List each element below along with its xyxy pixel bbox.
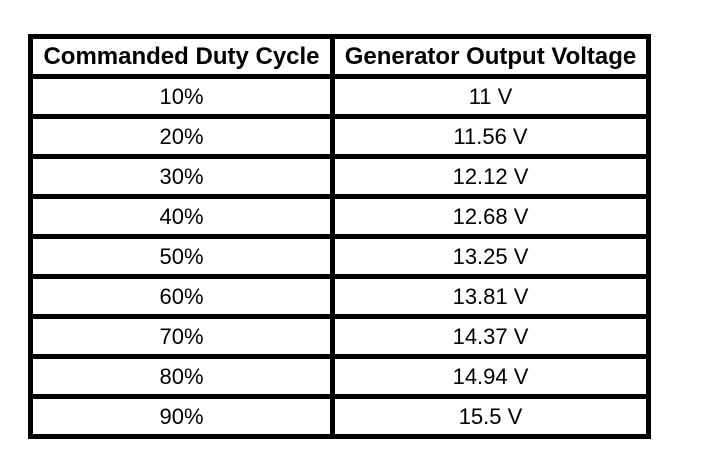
- table-row: 40% 12.68 V: [28, 194, 651, 239]
- voltage-cell: 13.81 V: [330, 274, 651, 319]
- header-voltage: Generator Output Voltage: [330, 34, 651, 79]
- table-body: 10% 11 V 20% 11.56 V 30% 12.12 V 40% 12.…: [28, 74, 651, 439]
- table-header: Commanded Duty Cycle Generator Output Vo…: [28, 34, 651, 79]
- duty-cycle-cell: 50%: [28, 234, 335, 279]
- voltage-cell: 11.56 V: [330, 114, 651, 159]
- voltage-cell: 14.94 V: [330, 354, 651, 399]
- header-row: Commanded Duty Cycle Generator Output Vo…: [28, 34, 651, 79]
- duty-cycle-cell: 80%: [28, 354, 335, 399]
- duty-cycle-cell: 30%: [28, 154, 335, 199]
- voltage-cell: 12.12 V: [330, 154, 651, 199]
- duty-cycle-cell: 60%: [28, 274, 335, 319]
- duty-cycle-cell: 10%: [28, 74, 335, 119]
- duty-cycle-cell: 70%: [28, 314, 335, 359]
- voltage-cell: 13.25 V: [330, 234, 651, 279]
- duty-cycle-voltage-table: Commanded Duty Cycle Generator Output Vo…: [28, 34, 651, 439]
- duty-cycle-cell: 20%: [28, 114, 335, 159]
- duty-cycle-cell: 90%: [28, 394, 335, 439]
- table-row: 60% 13.81 V: [28, 274, 651, 319]
- table-row: 30% 12.12 V: [28, 154, 651, 199]
- duty-cycle-cell: 40%: [28, 194, 335, 239]
- voltage-cell: 14.37 V: [330, 314, 651, 359]
- table-row: 50% 13.25 V: [28, 234, 651, 279]
- table-row: 20% 11.56 V: [28, 114, 651, 159]
- voltage-cell: 12.68 V: [330, 194, 651, 239]
- table-row: 70% 14.37 V: [28, 314, 651, 359]
- table-row: 80% 14.94 V: [28, 354, 651, 399]
- table-row: 10% 11 V: [28, 74, 651, 119]
- header-duty-cycle: Commanded Duty Cycle: [28, 34, 335, 79]
- voltage-cell: 11 V: [330, 74, 651, 119]
- table-row: 90% 15.5 V: [28, 394, 651, 439]
- duty-cycle-voltage-table-wrap: Commanded Duty Cycle Generator Output Vo…: [28, 34, 651, 439]
- voltage-cell: 15.5 V: [330, 394, 651, 439]
